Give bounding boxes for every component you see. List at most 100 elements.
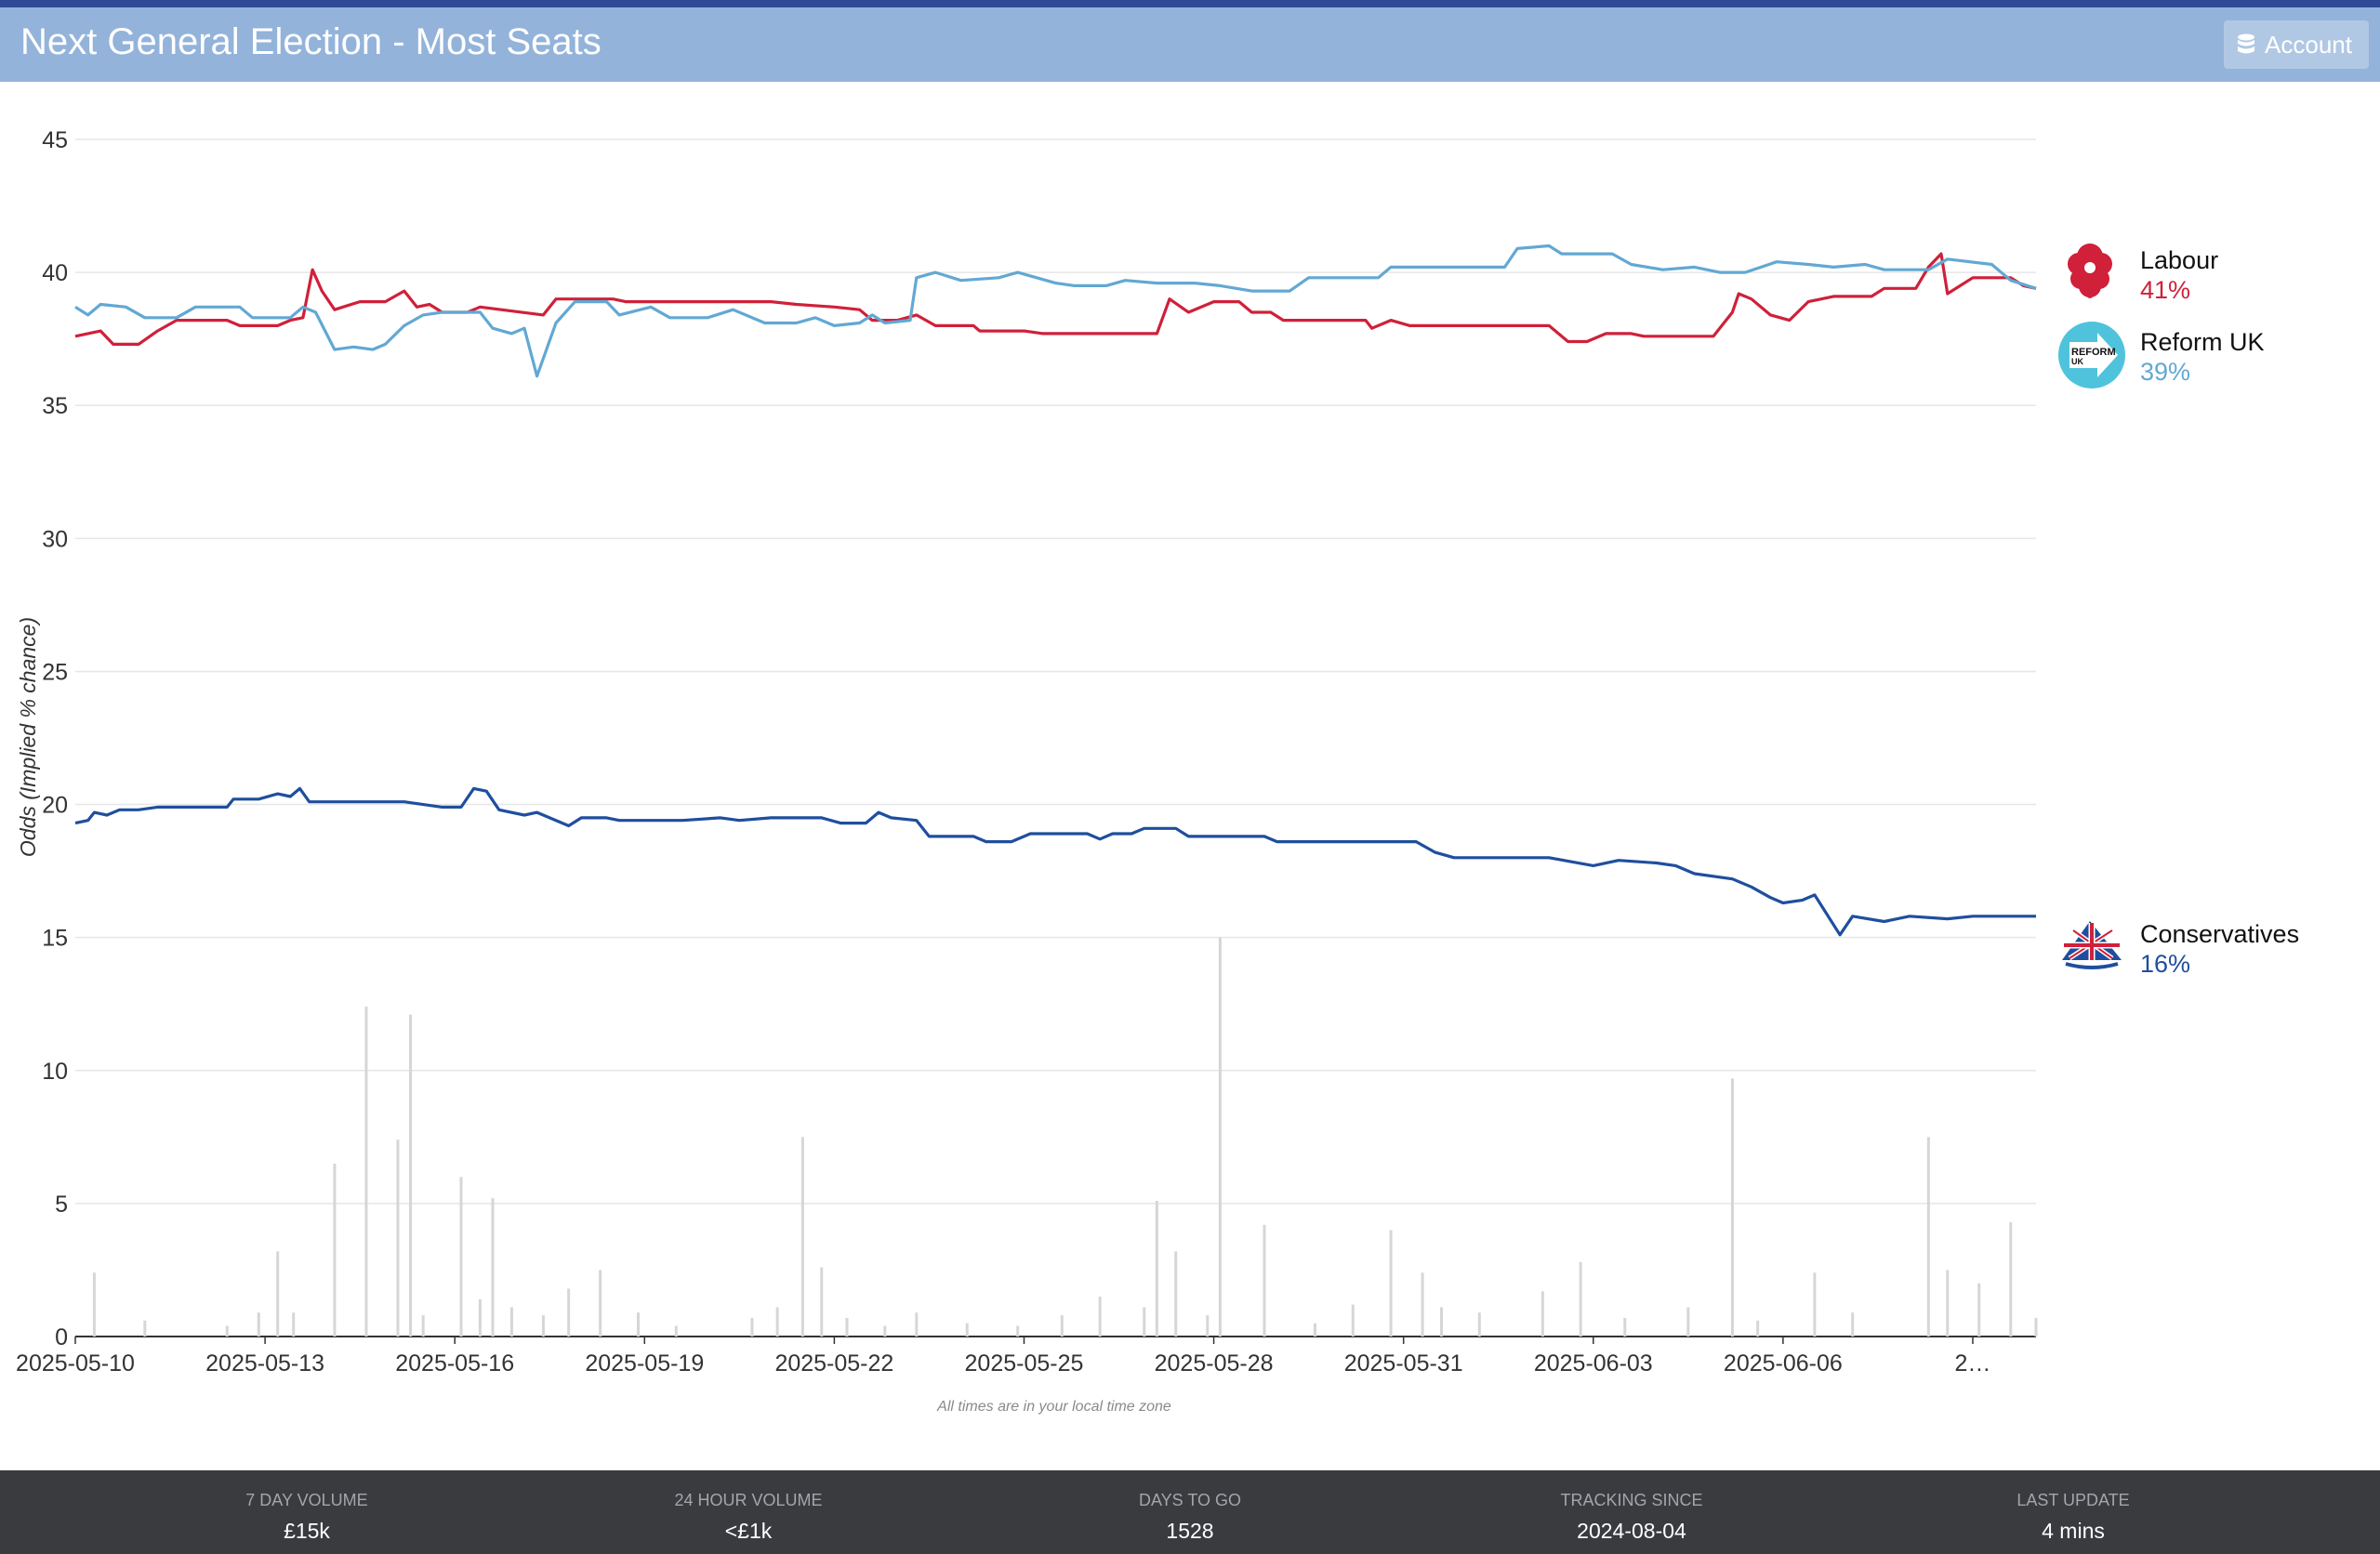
y-tick-label: 40: [42, 260, 68, 286]
legend-series-value: 41%: [2140, 276, 2190, 304]
y-tick-label: 15: [42, 926, 68, 952]
volume-bar: [883, 1325, 887, 1337]
legend-series-value: 16%: [2140, 950, 2190, 978]
volume-bar: [775, 1307, 779, 1337]
y-tick-label: 45: [42, 127, 68, 153]
volume-bar: [92, 1272, 96, 1337]
tree-base: [2065, 962, 2119, 969]
legend-series-name: Reform UK: [2140, 328, 2265, 356]
volume-bar: [276, 1251, 280, 1337]
volume-bar: [1016, 1325, 1020, 1337]
volume-bar: [459, 1177, 463, 1337]
volume-bar: [567, 1288, 571, 1337]
volume-bar: [1477, 1312, 1481, 1337]
volume-bar: [1218, 937, 1222, 1337]
series-line-labour: [74, 252, 2037, 346]
x-tick-label: 2025-06-06: [1724, 1350, 1843, 1376]
stat-label: TRACKING SINCE: [1560, 1491, 1703, 1509]
account-button[interactable]: Account: [2224, 20, 2369, 69]
volume-bar: [1439, 1307, 1443, 1337]
volume-bar: [750, 1317, 754, 1337]
volume-bar: [1155, 1201, 1158, 1337]
legend-series-name: Conservatives: [2140, 920, 2299, 948]
volume-bar: [1579, 1261, 1582, 1337]
volume-bar: [225, 1325, 229, 1337]
volume-bar: [143, 1320, 147, 1337]
volume-bar: [1926, 1137, 1930, 1337]
x-axis-ticks: 2025-05-10 2025-05-13 2025-05-16 2025-05-19…: [16, 1337, 1990, 1376]
x-tick-label: 2025-05-16: [395, 1350, 514, 1376]
stat-value: £15k: [284, 1519, 330, 1543]
volume-bar: [1421, 1272, 1424, 1337]
volume-bar: [396, 1139, 400, 1337]
stat-value: 4 mins: [2042, 1519, 2105, 1543]
timezone-note: All times are in your local time zone: [936, 1399, 1171, 1415]
legend-series-name: Labour: [2140, 246, 2218, 274]
x-tick-label: 2025-06-03: [1534, 1350, 1653, 1376]
volume-bar: [364, 1007, 368, 1337]
volume-bar: [1389, 1230, 1393, 1337]
stat-label: 7 DAY VOLUME: [245, 1491, 368, 1509]
stat-label: 24 HOUR VOLUME: [674, 1491, 823, 1509]
volume-bar: [1686, 1307, 1690, 1337]
x-tick-label: 2…: [1955, 1350, 1991, 1376]
stat-value: 2024-08-04: [1577, 1519, 1686, 1543]
y-axis-label: Odds (Implied % chance): [16, 617, 40, 857]
volume-bar: [1313, 1323, 1316, 1337]
stat-label: LAST UPDATE: [2016, 1491, 2130, 1509]
legend-series-value: 39%: [2140, 358, 2190, 386]
volume-bar: [333, 1163, 337, 1337]
volume-bar: [491, 1198, 495, 1337]
x-tick-label: 2025-05-10: [16, 1350, 135, 1376]
y-tick-label: 35: [42, 393, 68, 419]
account-label: Account: [2265, 30, 2352, 59]
volume-bar: [845, 1317, 849, 1337]
volume-bar: [674, 1325, 678, 1337]
volume-bar: [1756, 1320, 1760, 1337]
volume-bar: [1060, 1315, 1064, 1337]
volume-bar: [2034, 1317, 2038, 1337]
x-tick-label: 2025-05-31: [1344, 1350, 1463, 1376]
volume-bar: [478, 1298, 482, 1337]
volume-bar: [1977, 1283, 1981, 1337]
rose-stem: [2084, 291, 2096, 298]
volume-bar: [599, 1270, 602, 1337]
x-tick-label: 2025-05-13: [205, 1350, 324, 1376]
reform-logo-text: REFORM: [2071, 347, 2116, 358]
page-header: Next General Election - Most Seats Accou…: [0, 7, 2380, 82]
union-jack-tree-icon: [2062, 921, 2122, 969]
volume-bar: [1730, 1078, 1734, 1337]
volume-bar: [421, 1315, 425, 1337]
volume-bar: [1813, 1272, 1817, 1337]
stat-value: <£1k: [724, 1519, 773, 1543]
jack-cross-red: [2064, 923, 2120, 960]
rose-centre: [2084, 262, 2096, 273]
volume-bar: [1623, 1317, 1627, 1337]
series-lines: [74, 244, 2037, 937]
volume-bar: [1263, 1224, 1266, 1337]
volume-bar: [292, 1312, 296, 1337]
rose-petal: [2079, 275, 2101, 297]
labour-rose-icon: [2068, 244, 2112, 298]
reform-arrow: [2069, 333, 2118, 377]
stat-label: DAYS TO GO: [1138, 1491, 1242, 1509]
stats-footer: 7 DAY VOLUME £15k 24 HOUR VOLUME <£1k DA…: [0, 1470, 2380, 1554]
volume-bar: [409, 1014, 413, 1337]
series-line-reform-uk: [74, 244, 2037, 378]
volume-bar: [1851, 1312, 1855, 1337]
volume-bar: [965, 1323, 969, 1337]
reform-logo-text: UK: [2071, 357, 2083, 366]
volume-bar: [1174, 1251, 1178, 1337]
y-tick-label: 25: [42, 659, 68, 685]
volume-bar: [2009, 1221, 2013, 1337]
volume-bar: [509, 1307, 513, 1337]
volume-bar: [1098, 1297, 1102, 1337]
volume-bar: [820, 1267, 824, 1337]
volume-bar: [636, 1312, 640, 1337]
x-tick-label: 2025-05-25: [965, 1350, 1084, 1376]
x-tick-label: 2025-05-19: [585, 1350, 704, 1376]
